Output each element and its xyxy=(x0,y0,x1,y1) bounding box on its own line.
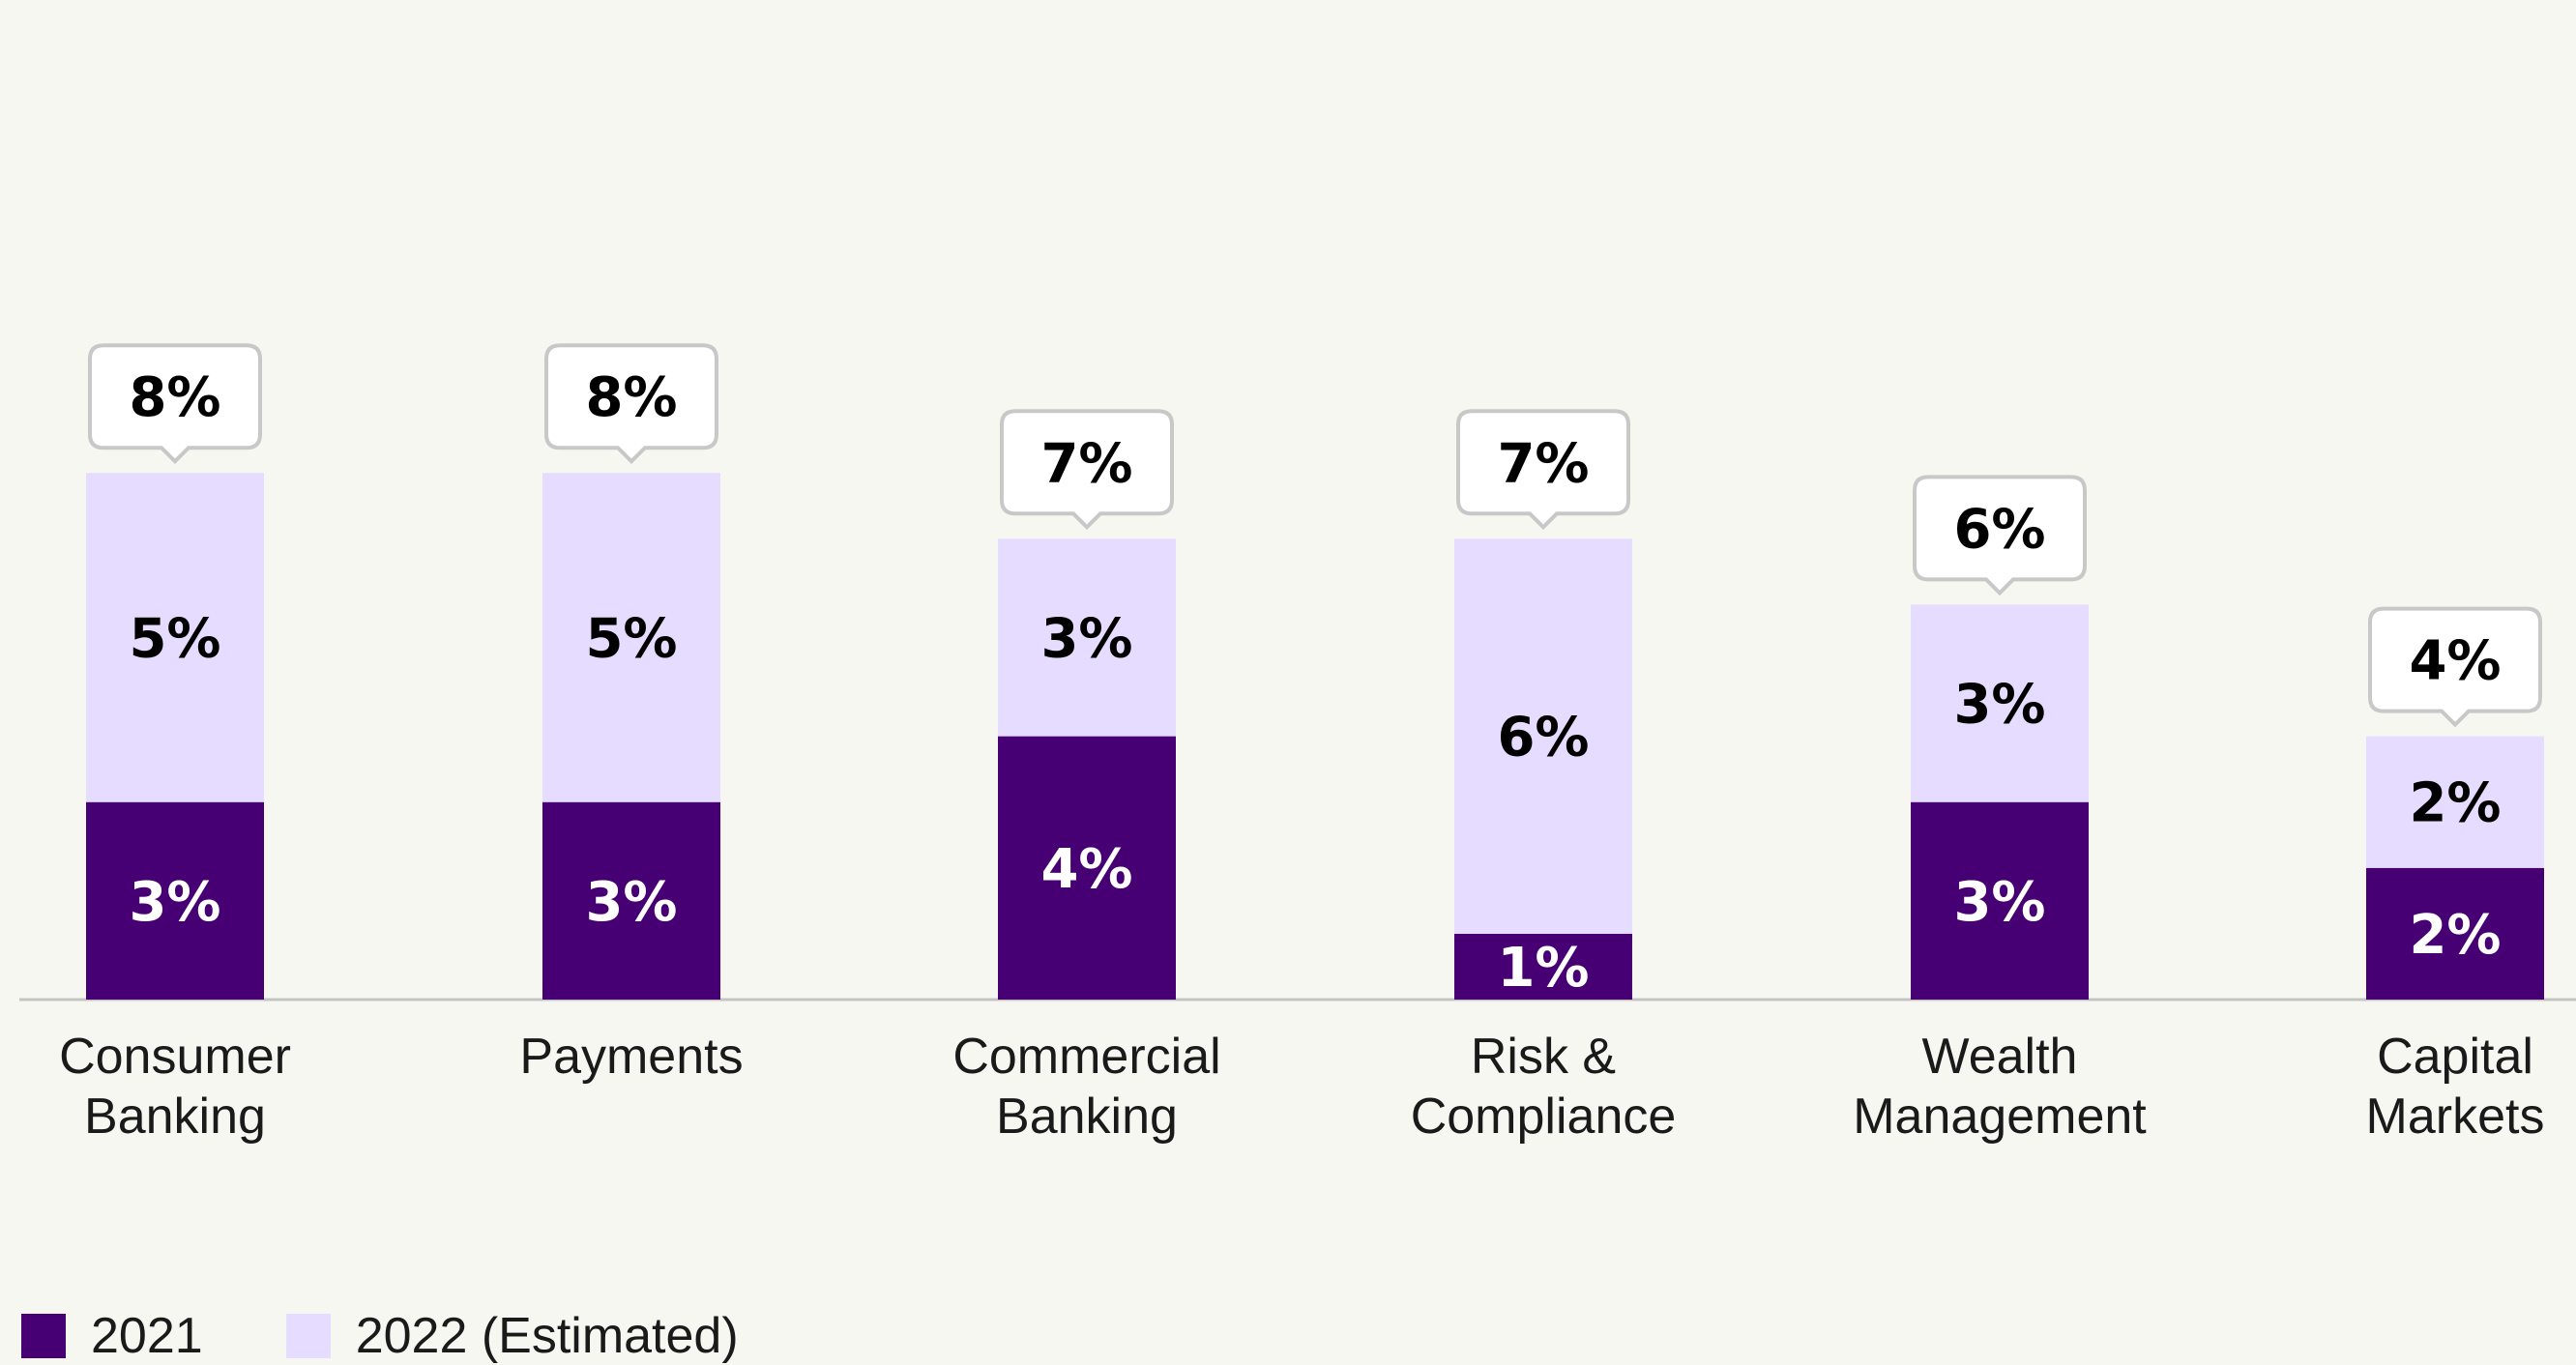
bar-2022-4 xyxy=(1911,604,2089,802)
bar-2022-5 xyxy=(2366,736,2544,868)
category-label-2: Commercial Banking xyxy=(952,1029,1220,1145)
bar-2021-3 xyxy=(1454,933,1632,1000)
data-label-2022-1: 5% xyxy=(585,607,677,670)
category-label-3: Risk & Compliance xyxy=(1411,1029,1677,1145)
data-label-2022-0: 5% xyxy=(129,607,220,670)
bar-2021-4 xyxy=(1911,801,2089,1000)
bar-2022-2 xyxy=(998,538,1176,737)
data-label-2021-1: 3% xyxy=(585,871,677,934)
total-label-4: 6% xyxy=(1953,498,2045,561)
bar-2022-3 xyxy=(1454,538,1632,934)
data-label-2022-5: 2% xyxy=(2409,772,2501,835)
total-callout-2 xyxy=(1000,409,1174,531)
category-label-1: Payments xyxy=(519,1029,743,1085)
legend-swatch-2021 xyxy=(21,1314,66,1358)
bar-2021-1 xyxy=(542,801,720,1000)
legend-label-2021: 2021 xyxy=(91,1308,203,1364)
legend-item-2021: 2021 xyxy=(21,1307,203,1365)
data-label-2022-4: 3% xyxy=(1953,674,2045,737)
category-label-4: Wealth Management xyxy=(1853,1029,2147,1145)
total-callout-5 xyxy=(2368,606,2542,728)
data-label-2022-3: 6% xyxy=(1497,707,1589,770)
category-label-5: Capital Markets xyxy=(2366,1029,2545,1145)
category-label-0: Consumer Banking xyxy=(59,1029,291,1145)
total-callout-4 xyxy=(1913,475,2087,596)
total-label-0: 8% xyxy=(129,366,220,429)
total-callout-0 xyxy=(88,343,262,465)
legend-swatch-2022 xyxy=(285,1314,331,1358)
data-label-2021-0: 3% xyxy=(129,871,220,934)
data-label-2022-2: 3% xyxy=(1040,607,1132,670)
data-label-2021-3: 1% xyxy=(1497,937,1589,1000)
bar-2022-1 xyxy=(542,473,720,802)
total-callout-3 xyxy=(1456,409,1630,531)
data-label-2021-2: 4% xyxy=(1040,838,1132,901)
data-label-2021-5: 2% xyxy=(2409,904,2501,967)
bar-2022-0 xyxy=(86,473,264,802)
bar-2021-0 xyxy=(86,801,264,1000)
total-label-3: 7% xyxy=(1497,432,1589,495)
bar-2021-5 xyxy=(2366,867,2544,1000)
total-label-2: 7% xyxy=(1040,432,1132,495)
legend-item-2022: 2022 (Estimated) xyxy=(285,1307,739,1365)
total-callout-1 xyxy=(544,343,718,465)
bar-2021-2 xyxy=(998,736,1176,1000)
total-label-1: 8% xyxy=(585,366,677,429)
total-label-5: 4% xyxy=(2409,630,2501,693)
data-label-2021-4: 3% xyxy=(1953,871,2045,934)
legend: 2021 2022 (Estimated) xyxy=(21,1307,822,1365)
legend-label-2022: 2022 (Estimated) xyxy=(355,1308,739,1364)
